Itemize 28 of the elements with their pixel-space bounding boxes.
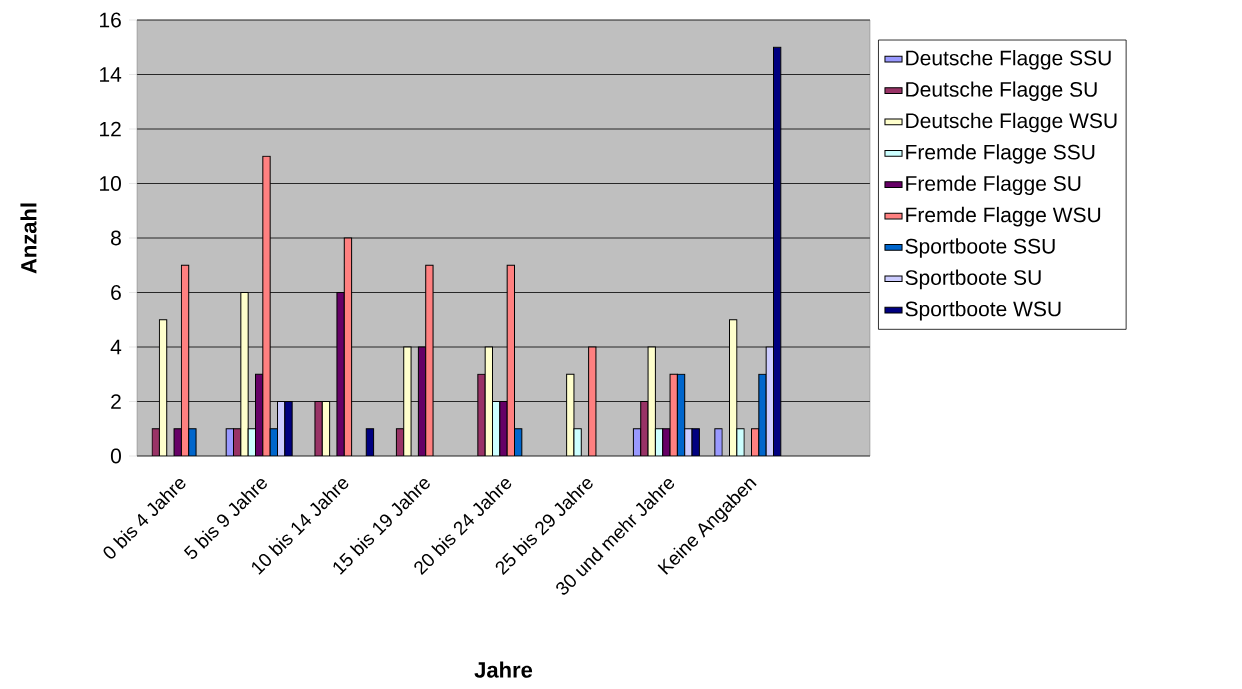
y-tick-label: 6 <box>111 285 121 300</box>
y-tick-label: 14 <box>100 67 122 82</box>
y-tick-label: 10 <box>100 176 121 191</box>
y-tick-label: 4 <box>110 339 122 355</box>
y-tick-label: 2 <box>111 394 121 409</box>
y-tick-label: 12 <box>100 121 121 137</box>
bar <box>758 373 767 456</box>
bar <box>499 401 508 456</box>
bar <box>262 155 271 456</box>
y-tick-label: 16 <box>100 12 121 28</box>
bar <box>736 428 745 456</box>
bar <box>284 401 293 456</box>
y-tick-label: 8 <box>111 230 121 246</box>
legend-label: Deutsche Flagge WSU <box>906 112 1117 133</box>
legend-label: Sportboote SSU <box>905 238 1055 258</box>
x-axis-title: Jahre <box>474 661 533 678</box>
legend-label: Deutsche Flagge SSU <box>906 50 1111 70</box>
legend-label: Fremde Flagge WSU <box>906 206 1101 227</box>
bar <box>240 292 249 456</box>
legend-label: Sportboote SU <box>905 269 1041 290</box>
legend-label: Fremde Flagge SU <box>906 175 1081 196</box>
bar <box>714 428 723 456</box>
legend-label: Fremde Flagge SSU <box>906 144 1095 164</box>
legend-label: Deutsche Flagge SU <box>906 81 1097 101</box>
y-axis-title: Anzahl <box>20 203 37 274</box>
legend-label: Sportboote WSU <box>905 300 1061 321</box>
bar <box>477 373 486 456</box>
y-tick-label: 0 <box>110 448 121 464</box>
